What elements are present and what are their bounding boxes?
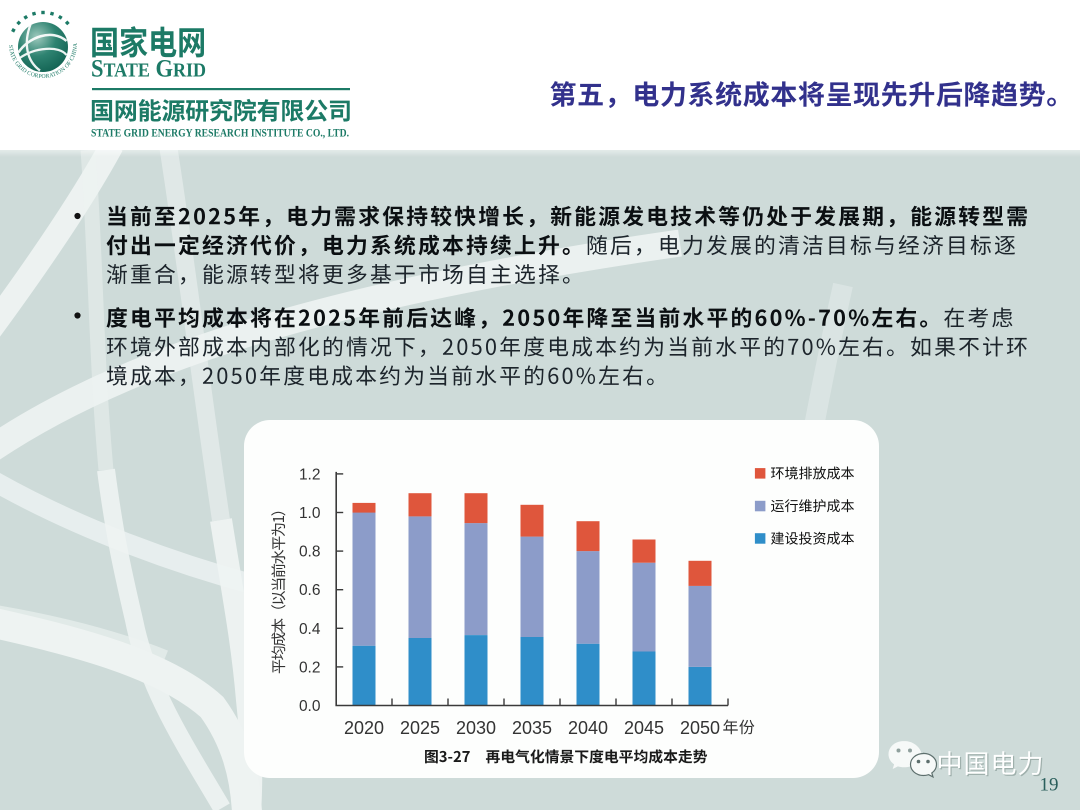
- svg-text:0.0: 0.0: [299, 698, 321, 715]
- svg-text:2045: 2045: [624, 718, 664, 738]
- svg-text:0.4: 0.4: [299, 621, 321, 638]
- svg-text:19: 19: [1040, 775, 1059, 796]
- svg-text:2050: 2050: [680, 718, 720, 738]
- svg-text:2040: 2040: [568, 718, 608, 738]
- svg-text:STATE GRID: STATE GRID: [91, 56, 206, 83]
- svg-text:2035: 2035: [512, 718, 552, 738]
- svg-text:2025: 2025: [400, 718, 440, 738]
- svg-text:2020: 2020: [344, 718, 384, 738]
- svg-text:STATE GRID ENERGY RESEARCH INS: STATE GRID ENERGY RESEARCH INSTITUTE CO.…: [91, 126, 349, 140]
- svg-text:1.2: 1.2: [299, 466, 321, 483]
- svg-text:0.6: 0.6: [299, 582, 321, 599]
- svg-text:1.0: 1.0: [299, 505, 321, 522]
- svg-text:0.2: 0.2: [299, 659, 321, 676]
- svg-text:0.8: 0.8: [299, 544, 321, 561]
- svg-text:2030: 2030: [456, 718, 496, 738]
